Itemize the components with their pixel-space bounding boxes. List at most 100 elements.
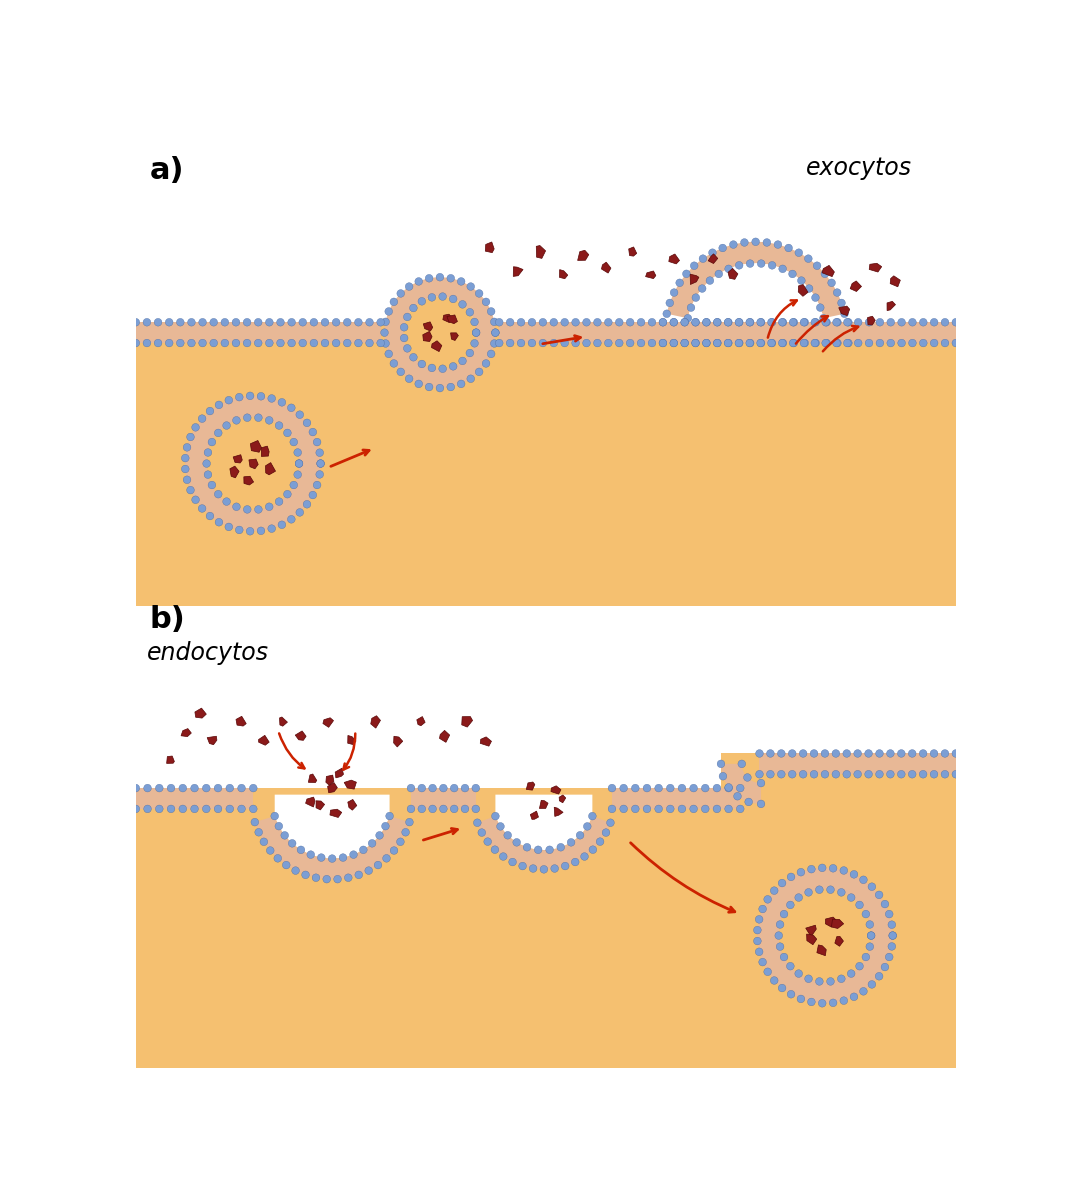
Circle shape	[776, 943, 784, 950]
Circle shape	[659, 340, 667, 347]
Circle shape	[492, 812, 499, 820]
Circle shape	[390, 847, 398, 854]
Circle shape	[868, 980, 875, 989]
Circle shape	[382, 854, 391, 862]
Circle shape	[404, 296, 476, 368]
Circle shape	[887, 318, 895, 326]
Circle shape	[181, 455, 190, 462]
Circle shape	[764, 895, 771, 904]
Circle shape	[757, 340, 765, 347]
Circle shape	[584, 822, 591, 830]
Circle shape	[417, 785, 426, 792]
Circle shape	[425, 383, 433, 391]
Circle shape	[332, 340, 340, 347]
Circle shape	[747, 318, 754, 326]
Circle shape	[691, 318, 700, 326]
Circle shape	[867, 931, 875, 940]
Circle shape	[384, 350, 393, 358]
Circle shape	[406, 818, 413, 826]
Circle shape	[887, 340, 895, 347]
Circle shape	[822, 318, 831, 326]
Circle shape	[779, 889, 871, 982]
Circle shape	[730, 241, 737, 248]
Circle shape	[736, 340, 743, 347]
FancyBboxPatch shape	[136, 323, 955, 606]
Polygon shape	[850, 281, 862, 292]
Polygon shape	[690, 275, 699, 284]
Circle shape	[780, 340, 787, 347]
Circle shape	[237, 785, 245, 792]
Circle shape	[805, 284, 813, 293]
Circle shape	[235, 394, 243, 401]
Polygon shape	[559, 794, 566, 803]
Circle shape	[449, 295, 457, 302]
Polygon shape	[440, 731, 449, 743]
Circle shape	[557, 844, 564, 851]
Circle shape	[440, 805, 447, 812]
Polygon shape	[799, 284, 808, 296]
Circle shape	[396, 838, 405, 846]
Polygon shape	[265, 462, 276, 475]
Circle shape	[528, 340, 536, 347]
Circle shape	[754, 937, 761, 944]
Polygon shape	[480, 737, 491, 746]
Circle shape	[643, 805, 651, 812]
Circle shape	[404, 344, 411, 353]
Circle shape	[572, 318, 579, 326]
Circle shape	[317, 853, 325, 862]
Circle shape	[826, 886, 834, 894]
Circle shape	[328, 854, 335, 863]
Polygon shape	[450, 332, 458, 341]
Circle shape	[406, 283, 413, 290]
Circle shape	[779, 889, 871, 982]
Circle shape	[715, 270, 723, 278]
Polygon shape	[323, 718, 333, 727]
Circle shape	[952, 318, 960, 326]
Polygon shape	[477, 816, 610, 869]
Circle shape	[589, 846, 596, 853]
Circle shape	[681, 340, 688, 347]
Polygon shape	[255, 822, 409, 1068]
Polygon shape	[447, 314, 458, 324]
Polygon shape	[275, 794, 390, 858]
Circle shape	[208, 438, 216, 446]
Circle shape	[736, 805, 744, 812]
Circle shape	[278, 398, 285, 406]
Circle shape	[930, 770, 938, 778]
Polygon shape	[708, 254, 718, 264]
Circle shape	[191, 805, 198, 812]
Circle shape	[775, 931, 783, 940]
Circle shape	[580, 853, 588, 860]
Circle shape	[496, 822, 505, 830]
Circle shape	[183, 476, 191, 484]
Circle shape	[898, 318, 905, 326]
Circle shape	[593, 340, 602, 347]
Circle shape	[143, 318, 151, 326]
Polygon shape	[195, 708, 207, 718]
Circle shape	[837, 974, 846, 983]
Circle shape	[316, 449, 324, 456]
Circle shape	[744, 798, 753, 805]
Circle shape	[605, 318, 612, 326]
Circle shape	[482, 360, 490, 367]
Circle shape	[774, 241, 782, 248]
Circle shape	[789, 340, 797, 347]
Circle shape	[154, 318, 162, 326]
Circle shape	[165, 318, 173, 326]
Circle shape	[919, 750, 927, 757]
Circle shape	[471, 340, 478, 347]
Circle shape	[407, 785, 415, 792]
Circle shape	[316, 460, 325, 468]
Circle shape	[724, 340, 732, 347]
Circle shape	[734, 792, 741, 800]
Circle shape	[833, 318, 840, 326]
Circle shape	[381, 340, 390, 347]
Circle shape	[756, 750, 764, 757]
Circle shape	[267, 524, 276, 533]
Circle shape	[255, 318, 262, 326]
Polygon shape	[669, 254, 679, 264]
Circle shape	[204, 449, 212, 456]
Circle shape	[292, 866, 299, 875]
Circle shape	[323, 875, 330, 883]
FancyBboxPatch shape	[721, 606, 875, 754]
